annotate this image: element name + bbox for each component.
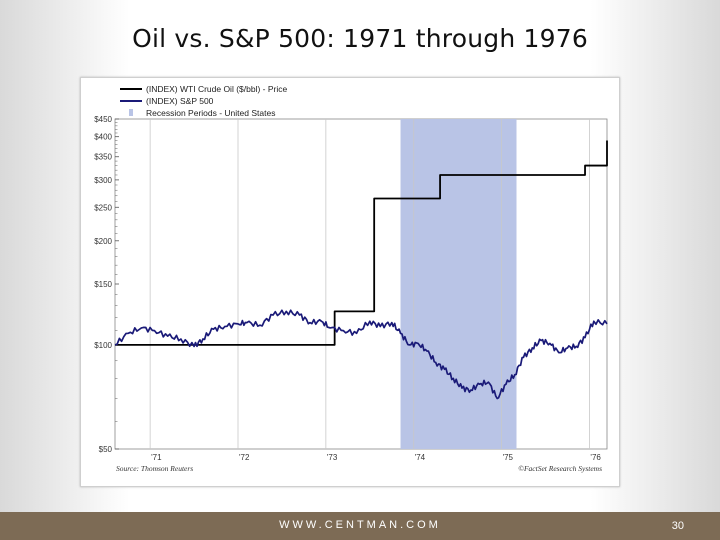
chart-source-right: ©FactSet Research Systems xyxy=(518,464,602,473)
y-tick-label: $150 xyxy=(94,280,112,289)
chart-legend: (INDEX) WTI Crude Oil ($/bbl) - Price (I… xyxy=(120,84,287,118)
x-tick-label: '71 xyxy=(151,453,162,462)
y-tick-label: $450 xyxy=(94,115,112,124)
oil-vs-sp500-chart: $450 $400 $350 $300 $250 $200 $150 $100 $50 '71 '… xyxy=(80,77,620,487)
recession-band xyxy=(400,119,517,449)
x-tick-label: '72 xyxy=(239,453,250,462)
footer-url: WWW.CENTMAN.COM xyxy=(279,519,441,531)
legend-sp500-label: (INDEX) S&P 500 xyxy=(146,96,214,106)
y-tick-label: $400 xyxy=(94,133,112,142)
y-tick-label: $350 xyxy=(94,153,112,162)
y-tick-label: $300 xyxy=(94,176,112,185)
x-tick-label: '73 xyxy=(327,453,338,462)
chart-frame: $450 $400 $350 $300 $250 $200 $150 $100 $50 '71 '… xyxy=(80,77,620,487)
x-tick-label: '74 xyxy=(415,453,426,462)
legend-recession-swatch xyxy=(129,109,133,116)
y-tick-label: $100 xyxy=(94,341,112,350)
chart-background xyxy=(80,77,620,487)
legend-oil-label: (INDEX) WTI Crude Oil ($/bbl) - Price xyxy=(146,84,287,94)
x-tick-label: '76 xyxy=(590,453,601,462)
y-tick-label: $200 xyxy=(94,237,112,246)
legend-recession-label: Recession Periods - United States xyxy=(146,108,275,118)
y-tick-label: $250 xyxy=(94,203,112,212)
footer-bar: WWW.CENTMAN.COM 30 xyxy=(0,512,720,540)
y-tick-label: $50 xyxy=(99,445,113,454)
sp500-line xyxy=(114,309,608,400)
chart-source-left: Source: Thomson Reuters xyxy=(116,464,193,473)
page-number: 30 xyxy=(671,520,684,532)
x-tick-label: '75 xyxy=(503,453,514,462)
oil-price-line xyxy=(115,140,608,346)
slide-title: Oil vs. S&P 500: 1971 through 1976 xyxy=(132,24,588,53)
